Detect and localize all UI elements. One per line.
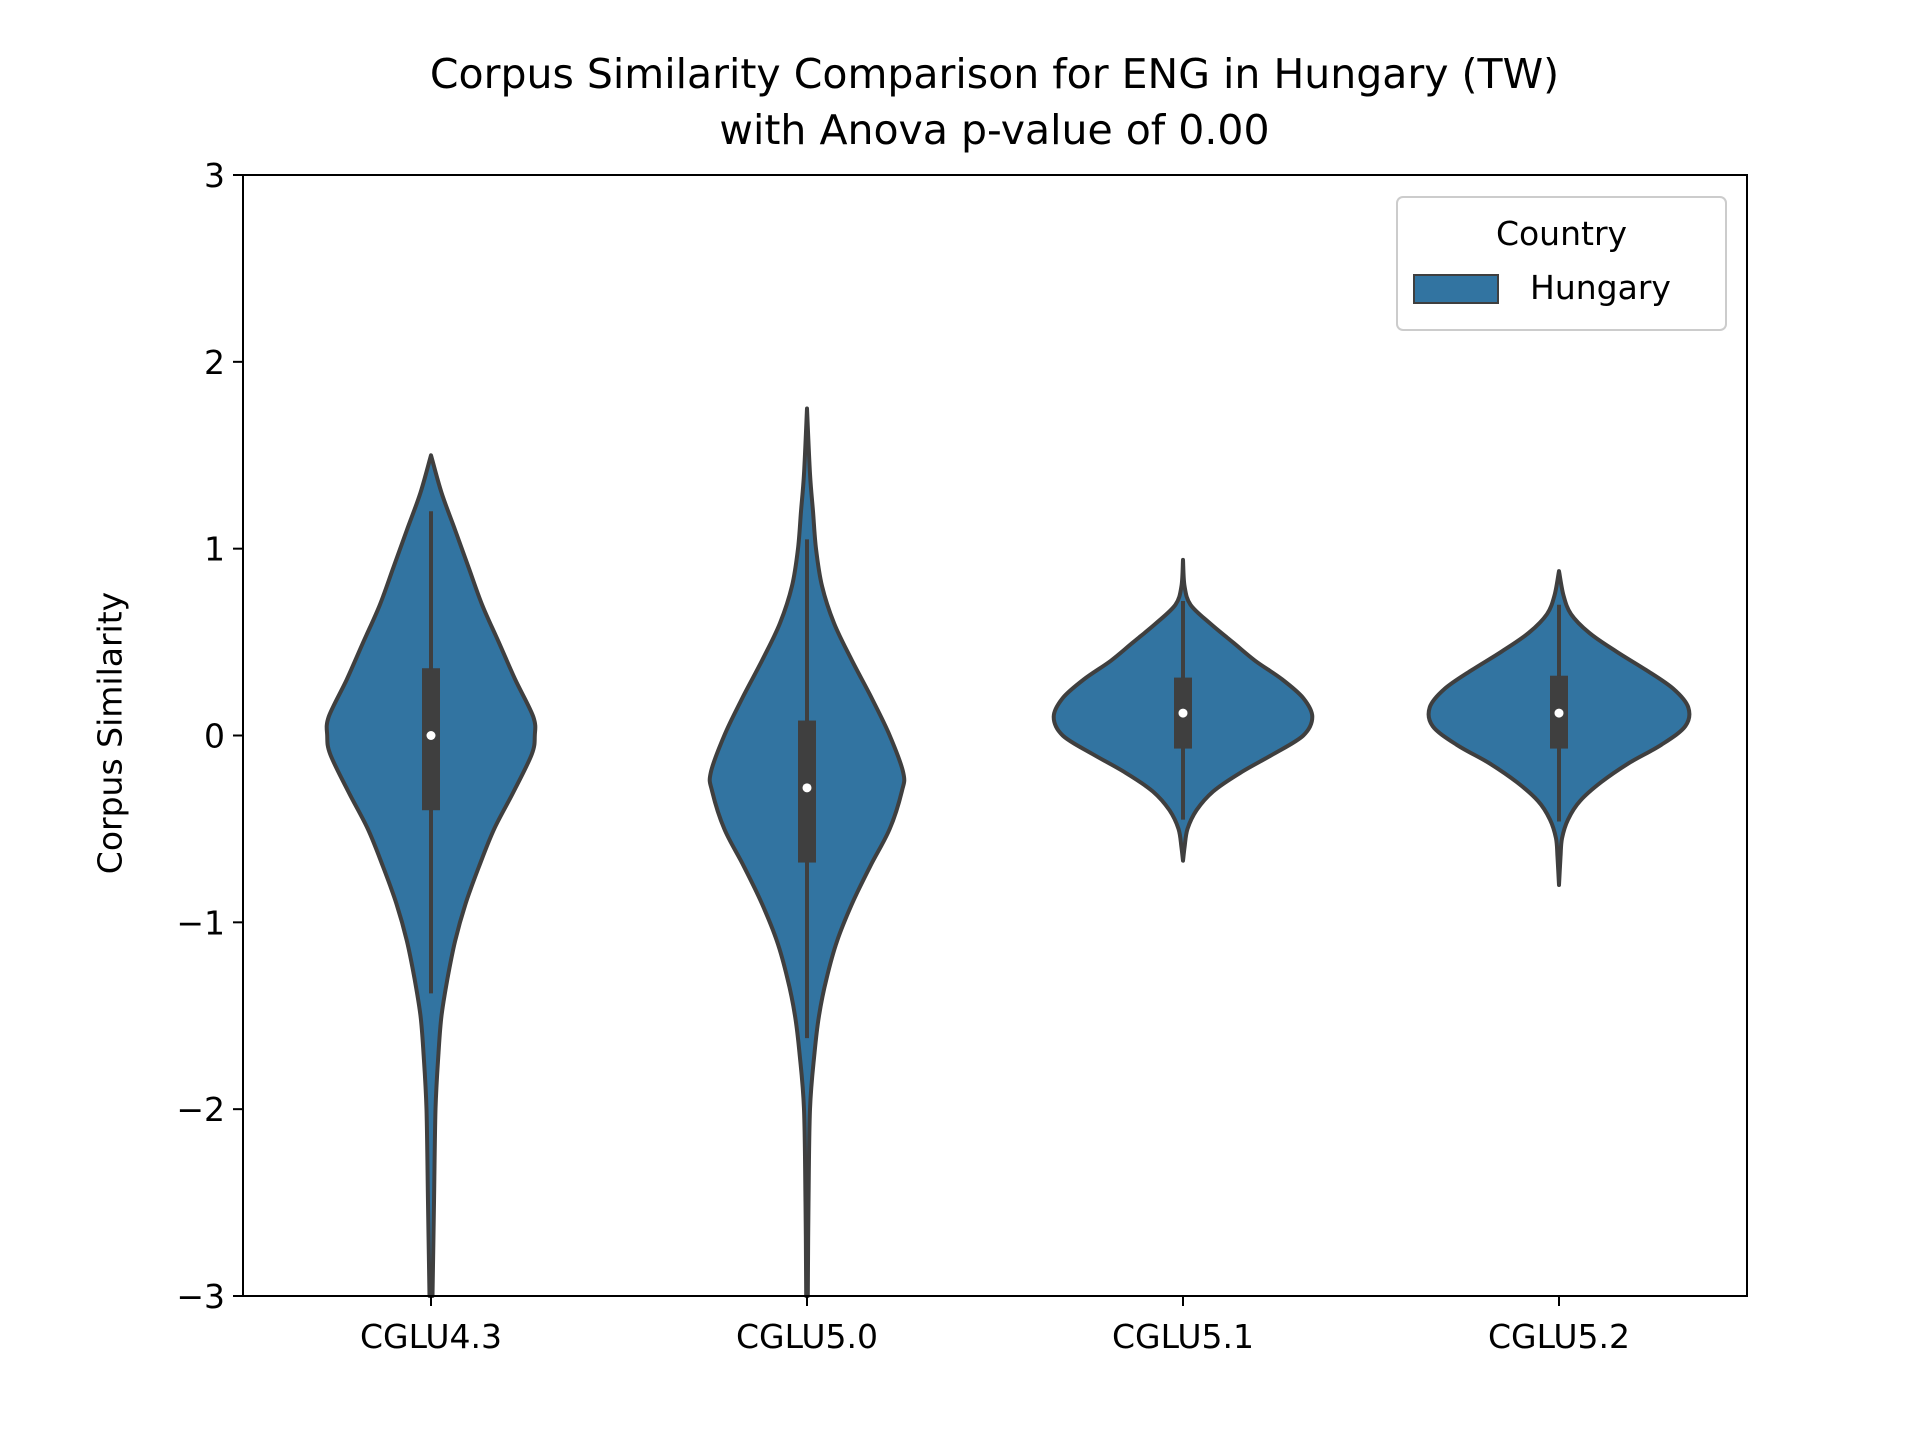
median-dot: [802, 783, 812, 793]
legend-swatch-hungary: [1413, 274, 1499, 304]
y-tick-label: −1: [176, 903, 225, 942]
y-tick-label: 2: [204, 343, 225, 382]
y-tick-label: 1: [204, 530, 225, 569]
median-dot: [426, 731, 436, 740]
y-tick-label: 3: [204, 156, 225, 195]
x-tick-label: CGLU5.0: [736, 1317, 878, 1356]
y-tick-label: −2: [176, 1090, 225, 1129]
legend: Country Hungary: [1396, 196, 1727, 331]
x-tick-label: CGLU5.2: [1488, 1317, 1630, 1356]
chart-title-line-1: Corpus Similarity Comparison for ENG in …: [429, 50, 1560, 98]
x-tick-label: CGLU4.3: [360, 1317, 502, 1356]
median-dot: [1178, 708, 1188, 718]
median-dot: [1554, 708, 1564, 718]
x-tick-label: CGLU5.1: [1112, 1317, 1254, 1356]
legend-title: Country: [1495, 214, 1628, 253]
y-axis-label: Corpus Similarity: [90, 591, 130, 875]
y-tick-label: 0: [204, 717, 225, 756]
chart-title-line-2: with Anova p-value of 0.00: [719, 106, 1270, 154]
y-tick-label: −3: [176, 1277, 225, 1316]
legend-label-hungary: Hungary: [1530, 268, 1671, 307]
